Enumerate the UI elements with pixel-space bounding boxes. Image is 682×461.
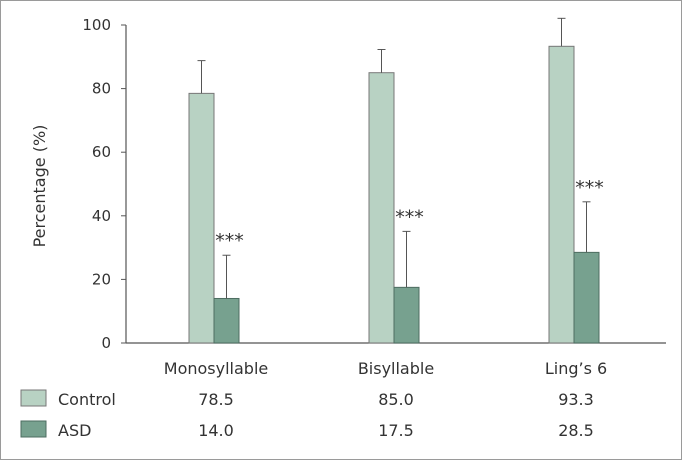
bar-asd-1 — [393, 286, 420, 344]
legend-swatch-asd — [20, 420, 47, 438]
y-axis-label: Percentage (%) — [30, 125, 49, 248]
plot-layer: 0 20 40 60 80 100 Monosyllable Bisyllable Ling’s… — [82, 16, 666, 378]
y-tick-label: 80 — [92, 80, 111, 98]
bar-control-0 — [188, 92, 215, 344]
table-value-asd-1: 17.5 — [378, 421, 414, 440]
table-value-control-0: 78.5 — [198, 390, 234, 409]
legend-label-asd: ASD — [58, 421, 91, 440]
x-tick-label: Bisyllable — [358, 359, 434, 378]
table-value-control-2: 93.3 — [558, 390, 594, 409]
x-tick-label: Monosyllable — [164, 359, 268, 378]
y-tick-label: 40 — [92, 207, 111, 225]
significance-marker: *** — [395, 206, 424, 228]
legend-swatch-control — [20, 389, 47, 407]
y-tick-label: 60 — [92, 143, 111, 161]
data-table: Control 78.5 85.0 93.3 ASD 14.0 17.5 28.5 — [20, 389, 594, 440]
significance-marker: *** — [215, 230, 244, 252]
bar-control-2 — [548, 45, 575, 344]
bar-asd-2 — [573, 251, 600, 344]
bar-control-1 — [368, 72, 395, 344]
y-tick-label: 100 — [82, 16, 111, 34]
significance-marker: *** — [575, 177, 604, 199]
y-tick-label: 20 — [92, 270, 111, 288]
legend-label-control: Control — [58, 390, 116, 409]
table-value-control-1: 85.0 — [378, 390, 414, 409]
x-tick-label: Ling’s 6 — [545, 359, 607, 378]
table-value-asd-0: 14.0 — [198, 421, 234, 440]
bar-asd-0 — [213, 297, 240, 344]
table-value-asd-2: 28.5 — [558, 421, 594, 440]
y-tick-label: 0 — [101, 334, 111, 352]
